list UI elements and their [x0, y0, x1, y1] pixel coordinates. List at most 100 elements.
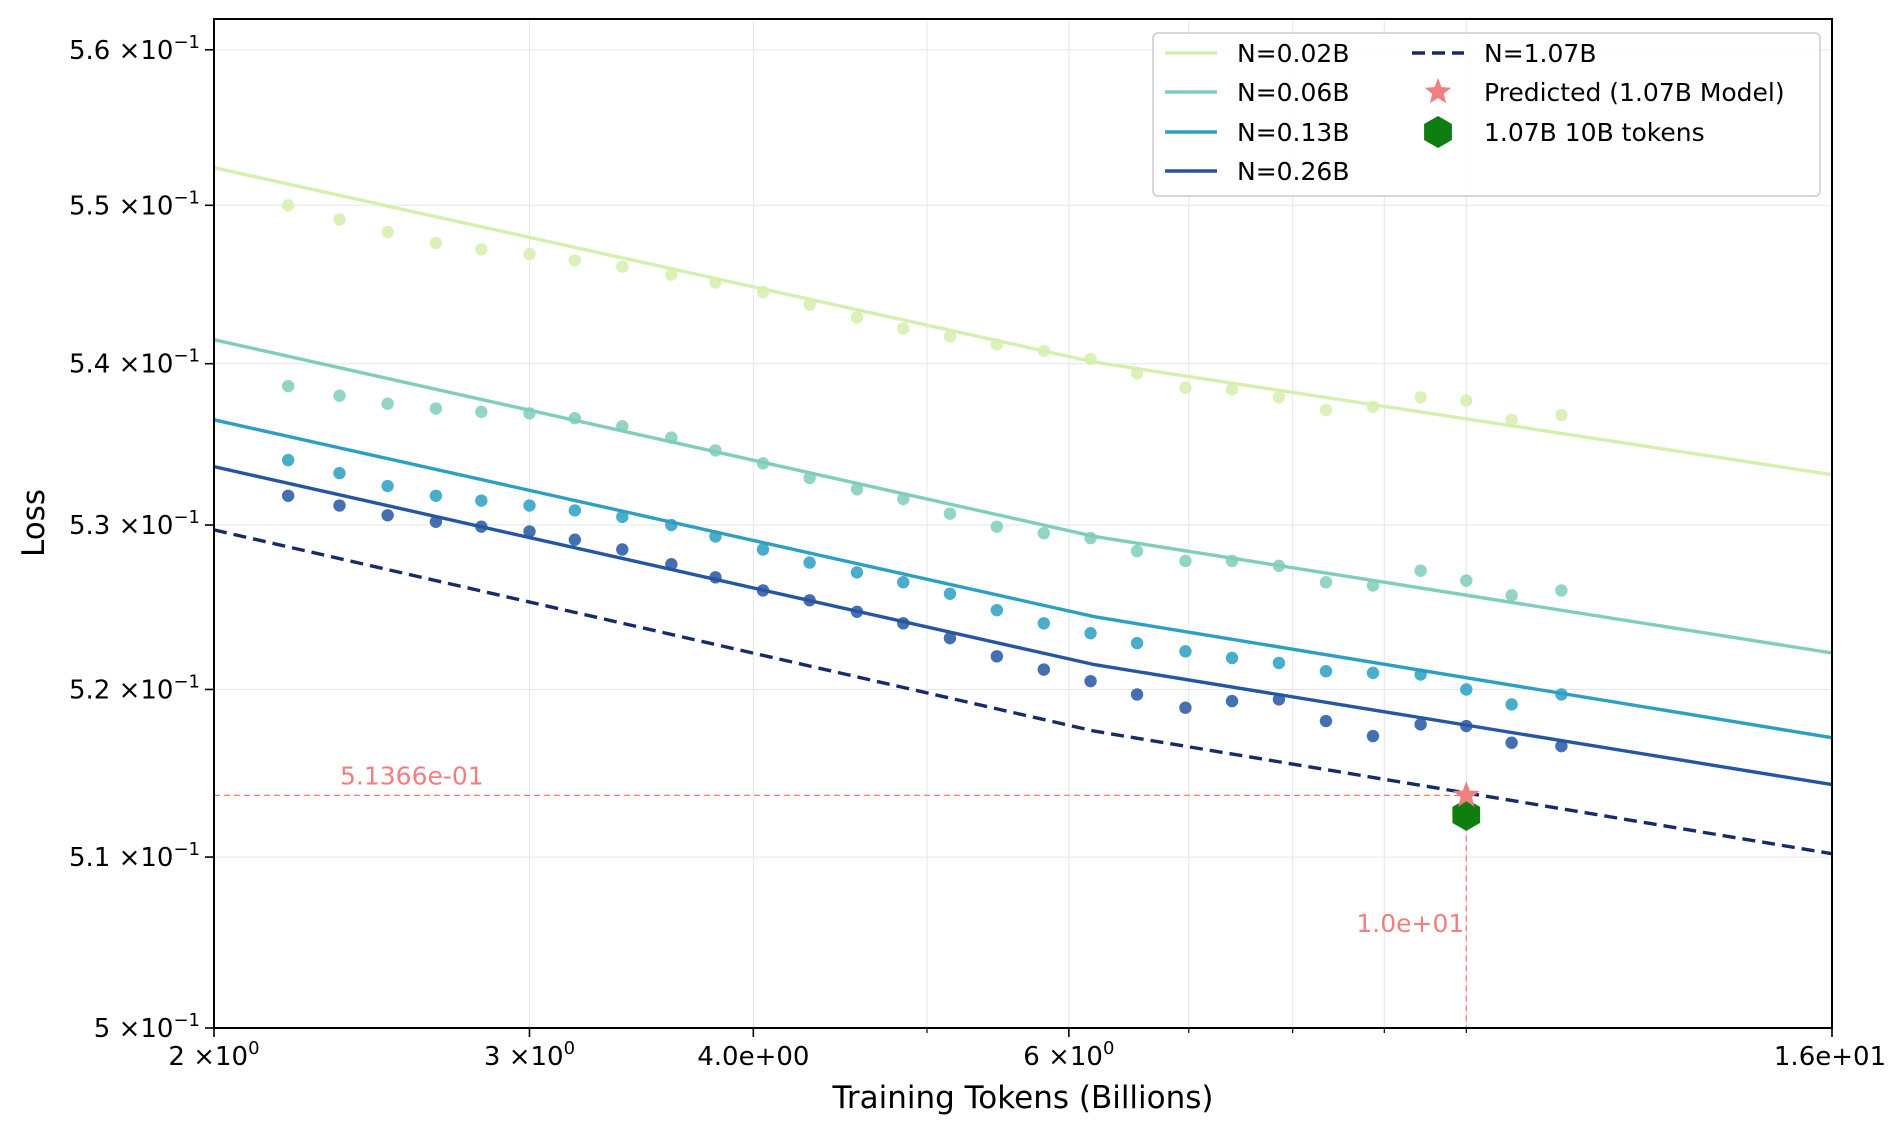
- y-tick-label-base: 5.4: [69, 350, 110, 380]
- data-point-series-3: [1037, 663, 1050, 676]
- y-tick-label: 5.5 ×10−1: [69, 187, 200, 221]
- data-point-series-3: [568, 533, 582, 546]
- y-tick-label-times: ×10: [119, 36, 174, 66]
- data-point-series-3: [1272, 693, 1286, 706]
- prediction-loss-label: 5.1366e-01: [340, 761, 484, 790]
- data-point-series-3: [1084, 674, 1097, 688]
- data-point-series-2: [665, 518, 678, 532]
- x-tick-label-base: 6: [1023, 1042, 1040, 1072]
- legend-label-marker-1: 1.07B 10B tokens: [1484, 118, 1705, 147]
- data-point-series-0: [1505, 413, 1518, 427]
- data-point-series-2: [616, 510, 629, 524]
- data-point-series-0: [1225, 383, 1239, 396]
- data-point-series-1: [616, 420, 629, 433]
- data-point-series-0: [568, 254, 582, 267]
- data-point-series-3: [1505, 736, 1518, 749]
- data-point-series-0: [1319, 403, 1333, 417]
- data-point-series-1: [943, 507, 957, 520]
- data-point-series-3: [523, 525, 536, 538]
- y-tick-label-times: ×10: [119, 191, 174, 221]
- data-point-series-1: [1084, 531, 1097, 545]
- data-point-series-2: [523, 499, 536, 512]
- data-point-series-2: [333, 466, 346, 480]
- actual-result-hexagon: [1452, 798, 1481, 831]
- data-point-series-1: [1555, 584, 1568, 597]
- y-tick-label-base: 5.1: [69, 843, 110, 873]
- data-point-series-1: [333, 389, 346, 402]
- data-point-series-0: [1037, 344, 1050, 358]
- data-point-series-0: [709, 276, 722, 289]
- legend-label-series-4: N=1.07B: [1484, 39, 1596, 68]
- x-tick-label: 2 ×100: [168, 1038, 259, 1072]
- data-point-series-3: [665, 558, 678, 571]
- data-point-series-3: [803, 594, 816, 607]
- data-point-series-2: [990, 603, 1004, 617]
- data-point-series-2: [1505, 698, 1518, 711]
- data-point-series-1: [756, 457, 770, 470]
- fit-line-series-3: [213, 464, 1833, 787]
- data-point-series-3: [1414, 718, 1427, 731]
- data-point-series-3: [429, 515, 443, 528]
- data-point-series-1: [990, 520, 1004, 533]
- data-point-series-2: [1179, 645, 1192, 658]
- data-point-series-3: [709, 571, 722, 584]
- data-point-series-3: [1460, 719, 1473, 733]
- data-point-series-2: [1130, 636, 1144, 650]
- data-point-series-2: [850, 566, 864, 579]
- data-point-series-2: [1272, 656, 1286, 670]
- data-point-series-1: [850, 483, 864, 496]
- legend-swatch-hexagon: [1424, 116, 1452, 148]
- y-tick-label: 5.2 ×10−1: [69, 671, 200, 705]
- data-point-series-0: [381, 225, 394, 239]
- y-tick-label-times: ×10: [119, 675, 174, 705]
- y-tick-label-exponent: −1: [173, 187, 200, 208]
- data-point-series-3: [616, 543, 629, 556]
- data-point-series-2: [897, 576, 910, 589]
- data-point-series-3: [281, 489, 295, 502]
- data-point-series-3: [1225, 694, 1239, 708]
- y-tick-label: 5.1 ×10−1: [69, 839, 200, 873]
- data-point-series-0: [897, 322, 910, 335]
- y-tick-label-exponent: −1: [173, 839, 200, 860]
- data-point-series-1: [1225, 554, 1239, 568]
- x-tick-label-exponent: 0: [564, 1038, 575, 1059]
- data-point-series-1: [1414, 564, 1427, 577]
- data-point-series-1: [568, 412, 582, 425]
- x-tick-label-times: ×10: [509, 1042, 564, 1072]
- x-axis-title: Training Tokens (Billions): [831, 1080, 1213, 1116]
- data-point-series-3: [1555, 739, 1568, 753]
- data-point-series-1: [1366, 579, 1380, 592]
- data-point-series-1: [1319, 576, 1333, 589]
- data-point-series-1: [523, 407, 536, 420]
- data-point-series-3: [381, 509, 394, 522]
- data-point-series-1: [381, 397, 394, 410]
- x-tick-label-exponent: 0: [248, 1038, 259, 1059]
- data-point-series-2: [1037, 617, 1050, 630]
- data-point-series-1: [475, 405, 488, 418]
- data-point-series-2: [803, 556, 816, 569]
- legend-label-marker-0: Predicted (1.07B Model): [1484, 78, 1785, 107]
- data-point-series-2: [281, 453, 295, 467]
- data-point-series-0: [943, 330, 957, 343]
- legend-label-series-1: N=0.06B: [1237, 78, 1349, 107]
- y-tick-label-times: ×10: [119, 843, 174, 873]
- y-axis-ticks: 5 ×10−15.1 ×10−15.2 ×10−15.3 ×10−15.4 ×1…: [69, 32, 214, 1044]
- x-tick-label-exponent: 0: [1103, 1038, 1114, 1059]
- x-tick-label-base: 2: [168, 1042, 185, 1072]
- data-point-series-2: [756, 543, 770, 556]
- x-tick-label: 4.0e+00: [697, 1042, 809, 1072]
- data-point-series-3: [1366, 729, 1380, 743]
- x-tick-label-times: ×10: [193, 1042, 248, 1072]
- y-tick-label-exponent: −1: [173, 507, 200, 528]
- data-point-series-1: [1460, 574, 1473, 587]
- legend-label-series-3: N=0.26B: [1237, 157, 1349, 186]
- data-point-series-2: [1225, 651, 1239, 665]
- legend-swatch-star: [1424, 78, 1452, 104]
- y-tick-label: 5 ×10−1: [94, 1010, 200, 1044]
- data-point-series-0: [1130, 367, 1144, 380]
- legend-label-series-2: N=0.13B: [1237, 118, 1349, 147]
- y-tick-label-exponent: −1: [173, 1010, 200, 1031]
- data-point-series-0: [1555, 408, 1568, 422]
- data-point-series-3: [943, 631, 957, 645]
- data-point-series-1: [429, 402, 443, 415]
